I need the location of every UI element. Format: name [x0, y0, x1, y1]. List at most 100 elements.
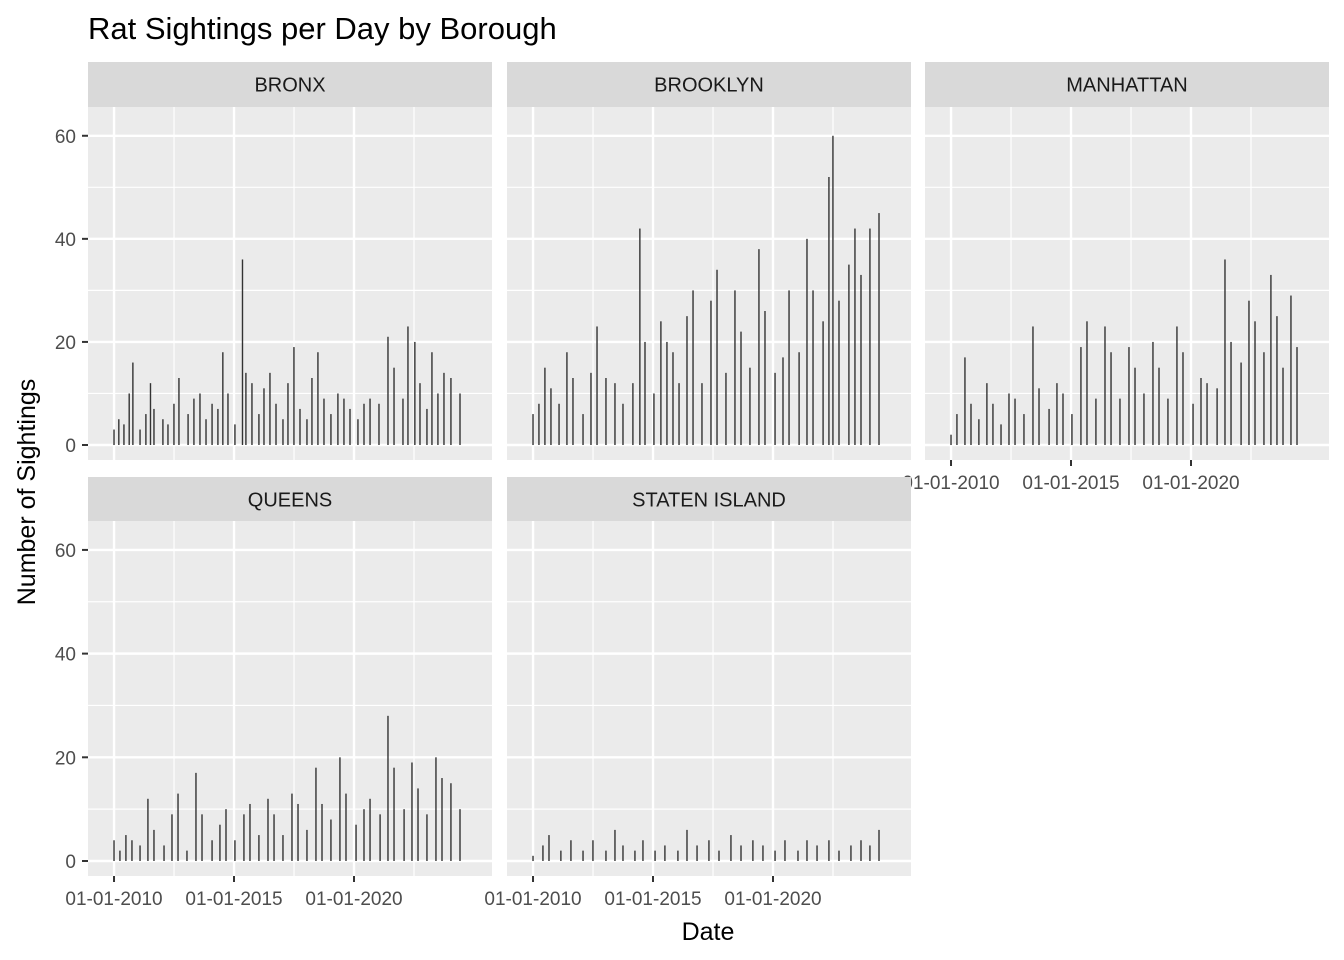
bar	[596, 326, 598, 445]
bar	[291, 793, 293, 861]
bar	[1095, 398, 1097, 445]
bar	[1119, 398, 1121, 445]
bar	[205, 419, 207, 445]
bar	[752, 840, 754, 861]
bar	[1182, 352, 1184, 445]
panel-queens: QUEENS 0 20 40 60 01-01-2010 01-01-2015 01-01-2…	[55, 477, 492, 910]
bar	[193, 398, 195, 445]
bar	[1263, 352, 1265, 445]
bar	[321, 803, 323, 861]
bar	[1008, 393, 1010, 445]
bar	[605, 850, 607, 861]
y-tick-label: 60	[55, 127, 76, 148]
bar	[323, 398, 325, 445]
bar	[878, 829, 880, 861]
y-tick-label: 20	[55, 333, 76, 354]
bar	[570, 840, 572, 861]
y-tick-label: 20	[55, 748, 76, 769]
bar	[812, 290, 814, 445]
bar	[339, 757, 341, 861]
bar	[125, 835, 127, 861]
y-tick-label: 0	[65, 852, 76, 873]
bar	[784, 840, 786, 861]
bar	[369, 798, 371, 861]
bar	[149, 383, 152, 445]
bar	[622, 403, 624, 445]
x-tick-label: 01-01-2020	[1142, 473, 1239, 494]
bar	[234, 424, 236, 445]
bar	[459, 809, 461, 861]
bar	[357, 419, 359, 445]
bar	[1032, 326, 1034, 445]
bar	[1296, 347, 1298, 445]
x-tick-label: 01-01-2010	[484, 889, 581, 910]
bar	[187, 414, 189, 445]
bar	[393, 767, 395, 861]
bar	[1270, 274, 1272, 445]
bar	[275, 403, 277, 445]
panel-background-brooklyn	[507, 107, 911, 460]
bar	[162, 419, 164, 445]
bar	[542, 845, 544, 861]
bar	[734, 290, 736, 445]
bar	[740, 845, 742, 861]
bar	[131, 840, 133, 861]
bar	[1062, 393, 1064, 445]
strip-manhattan	[925, 62, 1329, 107]
strip-bronx	[88, 62, 492, 107]
bar	[1104, 326, 1106, 445]
panel-background-queens	[88, 521, 492, 876]
bar	[550, 388, 552, 445]
bar	[258, 414, 260, 445]
bar	[403, 809, 405, 861]
bar	[153, 408, 155, 445]
bar	[379, 814, 381, 861]
bar	[798, 352, 800, 445]
bar	[167, 424, 169, 445]
bar	[956, 414, 958, 445]
bar	[171, 814, 173, 861]
bar	[222, 352, 224, 445]
x-tick-label: 01-01-2015	[185, 889, 282, 910]
bar	[718, 850, 720, 861]
y-tick-label: 40	[55, 645, 76, 666]
y-tick-label: 40	[55, 230, 76, 251]
bar	[592, 840, 594, 861]
bar	[538, 403, 540, 445]
bar	[317, 352, 319, 445]
bar	[764, 311, 766, 445]
bar	[653, 393, 655, 445]
strip-staten-island	[507, 477, 911, 522]
bar	[243, 814, 245, 861]
bar	[147, 798, 149, 861]
bar	[123, 424, 125, 445]
bar	[153, 829, 155, 861]
bar	[177, 793, 179, 861]
x-tick-label: 01-01-2020	[724, 889, 821, 910]
bar	[774, 850, 776, 861]
bar	[1128, 347, 1130, 445]
bar	[234, 840, 236, 861]
bar	[560, 850, 562, 861]
bar	[426, 814, 428, 861]
bar	[387, 715, 389, 861]
bar	[1056, 383, 1058, 445]
strip-label-bronx: BRONX	[254, 75, 325, 97]
bar	[263, 388, 265, 445]
bar	[782, 357, 784, 445]
panel-background-manhattan	[925, 107, 1329, 460]
bar	[678, 383, 680, 445]
bar	[532, 414, 534, 445]
strip-brooklyn	[507, 62, 911, 107]
panel-background-bronx	[88, 107, 492, 460]
bar	[686, 316, 688, 445]
bar	[330, 414, 332, 445]
bar	[145, 414, 147, 445]
bar	[355, 824, 357, 861]
bar	[407, 326, 409, 445]
bar	[730, 835, 732, 861]
bar	[1290, 295, 1292, 445]
bar	[677, 850, 679, 861]
bar	[725, 372, 727, 445]
bar	[970, 403, 972, 445]
